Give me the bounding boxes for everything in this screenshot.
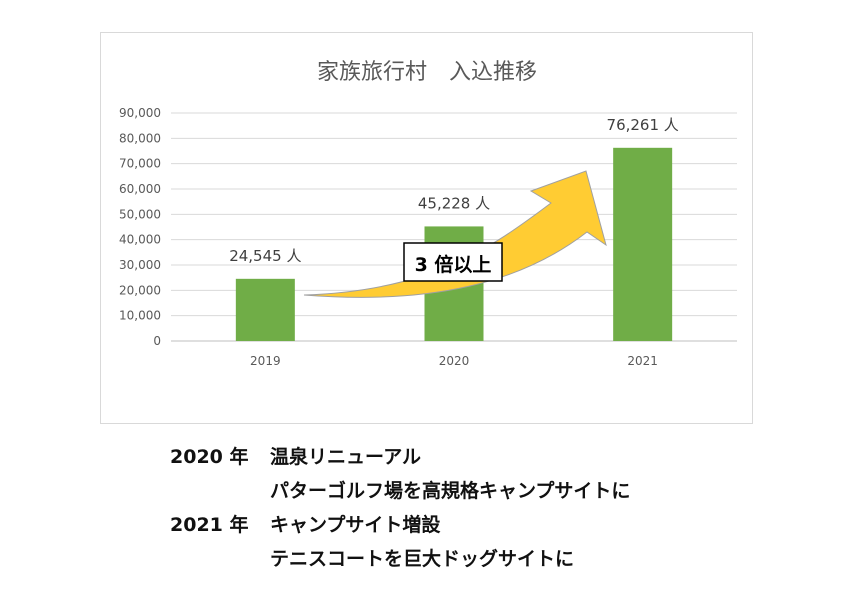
x-axis-ticks: 2019 2020 2021 bbox=[250, 354, 658, 368]
note-year: 2020 年 bbox=[170, 446, 249, 468]
data-label: 76,261 人 bbox=[607, 116, 679, 134]
y-tick-label: 40,000 bbox=[119, 233, 161, 247]
growth-arrow: 3 倍以上 bbox=[303, 170, 607, 298]
data-label: 45,228 人 bbox=[418, 194, 490, 212]
bar-2019 bbox=[235, 278, 295, 341]
bar-chart: 家族旅行村 入込推移 0 10,000 20,000 30,000 40,000 50,0… bbox=[119, 60, 737, 368]
note-text: パターゴルフ場を高規格キャンプサイトに bbox=[270, 480, 631, 502]
y-tick-label: 90,000 bbox=[119, 106, 161, 120]
x-tick-label: 2021 bbox=[627, 354, 658, 368]
y-tick-label: 70,000 bbox=[119, 157, 161, 171]
y-tick-label: 80,000 bbox=[119, 131, 161, 145]
y-axis-ticks: 0 10,000 20,000 30,000 40,000 50,000 60,000 70,… bbox=[119, 106, 161, 348]
y-tick-label: 0 bbox=[153, 334, 161, 348]
y-tick-label: 50,000 bbox=[119, 207, 161, 221]
annotation-text: 3 倍以上 bbox=[415, 253, 492, 276]
note-text: 温泉リニューアル bbox=[270, 446, 422, 468]
note-text: テニスコートを巨大ドッグサイトに bbox=[270, 548, 575, 570]
chart-title: 家族旅行村 入込推移 bbox=[317, 60, 537, 85]
annotation-box bbox=[403, 242, 503, 282]
x-tick-label: 2019 bbox=[250, 354, 281, 368]
y-tick-label: 20,000 bbox=[119, 283, 161, 297]
chart-frame: 家族旅行村 入込推移 0 10,000 20,000 30,000 40,000 50,0… bbox=[100, 32, 753, 424]
data-labels: 24,545 人 45,228 人 76,261 人 bbox=[229, 116, 679, 265]
data-label: 24,545 人 bbox=[229, 247, 301, 265]
x-tick-label: 2020 bbox=[439, 354, 470, 368]
y-tick-label: 30,000 bbox=[119, 258, 161, 272]
note-year: 2021 年 bbox=[170, 514, 249, 536]
y-tick-label: 60,000 bbox=[119, 182, 161, 196]
note-text: キャンプサイト増設 bbox=[270, 514, 441, 536]
y-tick-label: 10,000 bbox=[119, 309, 161, 323]
bar-2021 bbox=[613, 147, 673, 341]
